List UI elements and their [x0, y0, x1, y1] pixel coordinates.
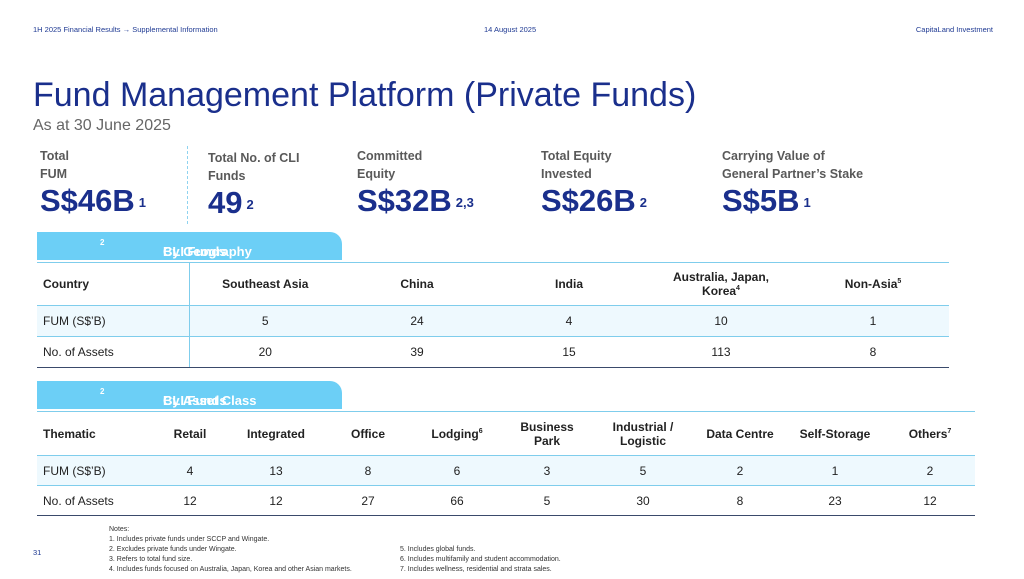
notes-column-right: 5. Includes global funds. 6. Includes mu…: [400, 545, 561, 575]
table-row: No. of Assets 12 12 27 66 5 30 8 23 12: [37, 485, 975, 516]
table-cell: 5: [188, 305, 341, 337]
table-cell: 12: [885, 485, 975, 516]
table-cell: 27: [325, 485, 411, 516]
row-label: FUM (S$’B): [37, 305, 189, 337]
table-cell: 8: [695, 485, 785, 516]
table-header-cell: Data Centre: [695, 411, 785, 456]
table-header-row: Thematic Retail Integrated Office Lodgin…: [37, 411, 975, 456]
table-cell: 4: [493, 305, 645, 337]
asset-class-section-title: CLI Funds 2 By Asset Class: [100, 387, 257, 408]
metric-label: Total FUM: [40, 149, 69, 181]
metric-divider: [187, 146, 188, 224]
metric-value: S$5B 1: [722, 183, 811, 218]
row-label: FUM (S$’B): [37, 455, 153, 486]
metric-value: S$46B 1: [40, 183, 147, 218]
table-cell: 10: [645, 305, 797, 337]
table-cell: 1: [785, 455, 885, 486]
table-cell: 66: [411, 485, 503, 516]
table-header-cell: Non-Asia5: [797, 262, 949, 306]
table-cell: 5: [591, 455, 695, 486]
table-header-cell: Self-Storage: [785, 411, 885, 456]
table-cell: 13: [227, 455, 325, 486]
metric-value: 49 2: [208, 185, 254, 220]
table-cell: 4: [153, 455, 227, 486]
table-header-cell: Country: [37, 262, 189, 306]
table-cell: 8: [797, 336, 949, 368]
metric-label: Carrying Value of General Partner’s Stak…: [722, 149, 864, 181]
table-cell: 1: [797, 305, 949, 337]
company-name: CapitaLand Investment: [915, 25, 993, 34]
page-number: 31: [33, 548, 42, 557]
table-cell: 23: [785, 485, 885, 516]
geography-section-title: CLI Funds 2 By Geography: [100, 238, 252, 259]
geography-section-tab: CLI Funds 2 By Geography: [37, 232, 342, 260]
note-item: 1. Includes private funds under SCCP and…: [109, 536, 270, 543]
note-item: 3. Refers to total fund size.: [109, 556, 193, 563]
table-header-cell: Integrated: [227, 411, 325, 456]
table-cell: 2: [885, 455, 975, 486]
notes-heading: Notes:: [109, 526, 130, 533]
table-header-cell: Southeast Asia: [188, 262, 341, 306]
table-cell: 113: [645, 336, 797, 368]
table-header-cell: Business Park: [503, 411, 591, 456]
table-cell: 2: [695, 455, 785, 486]
breadcrumb: 1H 2025 Financial Results → Supplemental…: [33, 25, 218, 34]
table-cell: 8: [325, 455, 411, 486]
metric-equity-invested: Total Equity Invested S$26B 2: [541, 147, 647, 219]
table-cell: 39: [341, 336, 493, 368]
table-header-row: Country Southeast Asia China India Austr…: [37, 262, 949, 306]
note-item: 2. Excludes private funds under Wingate.: [109, 546, 237, 553]
metric-label: Total No. of CLI Funds: [208, 151, 300, 183]
table-cell: 30: [591, 485, 695, 516]
metric-value: S$32B 2,3: [357, 183, 474, 218]
table-cell: 5: [503, 485, 591, 516]
note-item: 4. Includes funds focused on Australia, …: [109, 566, 352, 573]
metric-total-fum: Total FUM S$46B 1: [40, 147, 146, 219]
table-cell: 20: [188, 336, 341, 368]
table-header-cell: Thematic: [37, 411, 153, 456]
row-label: No. of Assets: [37, 336, 189, 368]
table-row: FUM (S$’B) 4 13 8 6 3 5 2 1 2: [37, 455, 975, 486]
table-header-cell: Others7: [885, 411, 975, 456]
table-cell: 24: [341, 305, 493, 337]
table-cell: 15: [493, 336, 645, 368]
page-title: Fund Management Platform (Private Funds): [33, 76, 697, 114]
table-cell: 12: [227, 485, 325, 516]
metric-total-funds: Total No. of CLI Funds 49 2: [208, 149, 299, 221]
table-header-cell: India: [493, 262, 645, 306]
metric-label: Committed Equity: [357, 149, 423, 181]
note-item: 7. Includes wellness, residential and st…: [400, 566, 552, 573]
page-subtitle: As at 30 June 2025: [33, 117, 171, 134]
table-cell: 12: [153, 485, 227, 516]
notes-column-left: 1. Includes private funds under SCCP and…: [109, 535, 352, 575]
metric-gp-stake: Carrying Value of General Partner’s Stak…: [722, 147, 863, 219]
note-item: 5. Includes global funds.: [400, 546, 476, 553]
asset-class-section-tab: CLI Funds 2 By Asset Class: [37, 381, 342, 409]
row-label: No. of Assets: [37, 485, 153, 516]
table-header-cell: Industrial / Logistic: [591, 411, 695, 456]
metric-value: S$26B 2: [541, 183, 648, 218]
table-header-cell: Retail: [153, 411, 227, 456]
asset-class-table: Thematic Retail Integrated Office Lodgin…: [37, 411, 975, 516]
table-cell: 3: [503, 455, 591, 486]
table-row: FUM (S$’B) 5 24 4 10 1: [37, 305, 949, 337]
table-header-cell: China: [341, 262, 493, 306]
table-row: No. of Assets 20 39 15 113 8: [37, 336, 949, 368]
report-date: 14 August 2025: [484, 25, 537, 34]
table-header-cell: Lodging6: [411, 411, 503, 456]
metric-committed-equity: Committed Equity S$32B 2,3: [357, 147, 474, 219]
metric-label: Total Equity Invested: [541, 149, 612, 181]
table-cell: 6: [411, 455, 503, 486]
table-header-cell: Australia, Japan, Korea4: [645, 262, 797, 306]
note-item: 6. Includes multifamily and student acco…: [400, 556, 561, 563]
geography-table: Country Southeast Asia China India Austr…: [37, 262, 949, 368]
table-header-cell: Office: [325, 411, 411, 456]
